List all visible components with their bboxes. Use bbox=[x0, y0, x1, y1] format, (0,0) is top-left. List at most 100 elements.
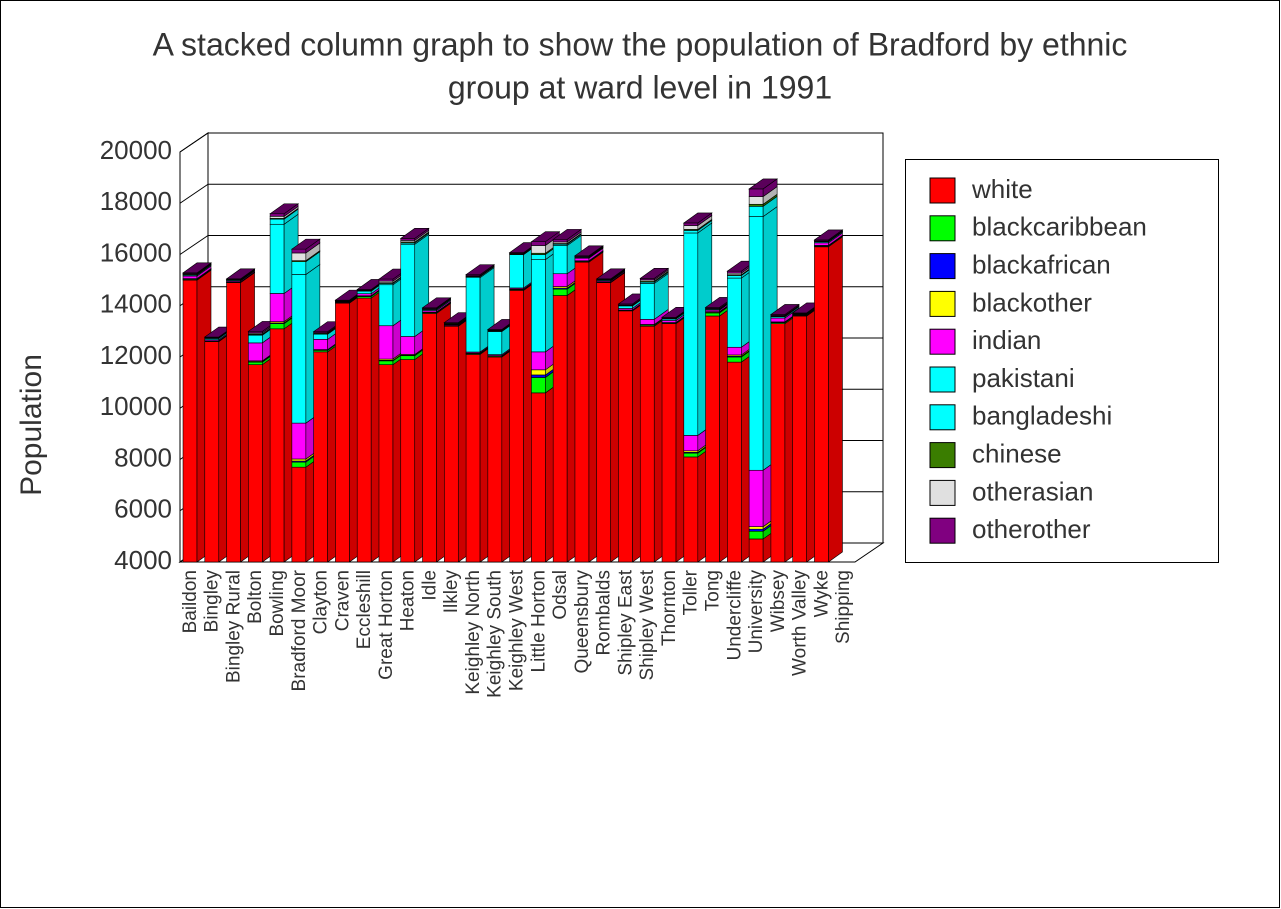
bar-segment bbox=[226, 282, 241, 563]
bar-segment bbox=[291, 248, 307, 254]
bar-segment bbox=[378, 360, 394, 365]
bar-segment bbox=[683, 452, 699, 458]
x-tick-label: Toller bbox=[681, 569, 702, 615]
bar-top bbox=[639, 268, 670, 279]
bar-top bbox=[269, 203, 300, 215]
bar-segment bbox=[748, 526, 764, 530]
bar-segment bbox=[639, 319, 655, 325]
y-tick-label: 12000 bbox=[100, 340, 172, 370]
x-tick-label: Wibsey bbox=[768, 570, 789, 633]
bar-segment bbox=[400, 355, 416, 360]
legend-swatch bbox=[929, 215, 956, 242]
y-tick-label: 8000 bbox=[114, 442, 172, 472]
bar-segment bbox=[639, 325, 655, 563]
x-tick-label: Wyke bbox=[811, 570, 832, 617]
bar-segment bbox=[596, 282, 612, 563]
legend-swatch bbox=[929, 253, 956, 280]
bar-segment bbox=[727, 277, 742, 348]
x-tick-label: Baildon bbox=[180, 570, 201, 633]
bar-segment bbox=[727, 361, 742, 563]
bar-top bbox=[573, 245, 604, 257]
x-tick-label: Bowling bbox=[267, 570, 288, 637]
x-tick-label: Rombalds bbox=[594, 570, 615, 656]
bar-segment bbox=[291, 422, 307, 460]
legend-label: pakistani bbox=[972, 363, 1075, 393]
legend-swatch bbox=[929, 328, 956, 355]
bar-segment bbox=[748, 216, 764, 471]
x-tick-label: Keighley South bbox=[485, 570, 506, 698]
bar-segment bbox=[465, 354, 481, 563]
x-tick-label: Heaton bbox=[398, 570, 419, 631]
bar-segment bbox=[661, 320, 677, 323]
y-tick-label: 6000 bbox=[114, 494, 172, 524]
bar-segment bbox=[748, 206, 764, 217]
bar-segment bbox=[291, 458, 307, 462]
x-tick-label: University bbox=[746, 570, 767, 654]
x-tick-label: Shipley West bbox=[637, 569, 658, 680]
bar-segment bbox=[683, 222, 699, 226]
chart-title: group at ward level in 1991 bbox=[448, 69, 832, 105]
bar-segment bbox=[705, 312, 720, 317]
legend-swatch bbox=[929, 517, 956, 544]
x-tick-label: Great Horton bbox=[376, 570, 397, 680]
bar-segment bbox=[291, 252, 307, 261]
bar-top bbox=[813, 229, 844, 241]
legend-label: blackafrican bbox=[972, 249, 1111, 279]
bar-segment bbox=[531, 369, 546, 376]
bar-segment bbox=[269, 293, 285, 322]
bar-segment bbox=[814, 246, 829, 563]
legend bbox=[905, 159, 1219, 563]
bar-segment bbox=[422, 313, 437, 563]
bar-segment bbox=[378, 278, 394, 282]
bar-segment bbox=[269, 323, 285, 330]
bar-top bbox=[421, 297, 452, 309]
bar-segment bbox=[356, 290, 372, 295]
bar-segment bbox=[204, 341, 220, 563]
bar-segment bbox=[792, 315, 807, 563]
bar-segment bbox=[291, 261, 307, 275]
legend-label: blackother bbox=[972, 287, 1092, 317]
bar-segment bbox=[661, 323, 677, 563]
bar-side bbox=[828, 236, 843, 563]
x-tick-label: Eccleshill bbox=[354, 570, 375, 649]
bar-segment bbox=[335, 302, 350, 563]
bar-segment bbox=[313, 351, 328, 563]
bar-segment bbox=[574, 261, 590, 563]
legend-label: white bbox=[971, 174, 1033, 204]
bar-segment bbox=[727, 275, 742, 279]
bar-segment bbox=[618, 310, 633, 563]
x-tick-label: Keighley North bbox=[463, 570, 484, 695]
grid-line bbox=[179, 183, 209, 204]
bar-top bbox=[182, 262, 212, 274]
bar-segment bbox=[705, 315, 720, 563]
legend-swatch bbox=[929, 404, 956, 431]
bar-segment bbox=[531, 259, 546, 353]
x-tick-label: Idle bbox=[419, 570, 440, 601]
bar-top bbox=[290, 238, 321, 250]
x-tick-label: Bradford Moor bbox=[289, 569, 310, 691]
y-tick-label: 16000 bbox=[100, 237, 172, 267]
bar-segment bbox=[574, 257, 590, 262]
x-tick-label: Shipley East bbox=[615, 569, 636, 675]
grid-line bbox=[179, 235, 209, 255]
legend-swatch bbox=[929, 290, 956, 317]
y-tick-label: 14000 bbox=[100, 289, 172, 319]
bar-top bbox=[595, 268, 626, 280]
bar-segment bbox=[531, 374, 546, 378]
bar-segment bbox=[552, 288, 568, 296]
bar-segment bbox=[748, 196, 764, 205]
bar-segment bbox=[770, 317, 786, 323]
bar-segment bbox=[291, 466, 307, 563]
bar-segment bbox=[531, 241, 546, 246]
bar-segment bbox=[291, 461, 307, 468]
bar-top bbox=[465, 264, 496, 275]
bar-segment bbox=[487, 356, 503, 563]
bar-segment bbox=[269, 213, 285, 217]
legend-label: indian bbox=[972, 325, 1041, 355]
bar-segment bbox=[531, 392, 546, 563]
legend-swatch bbox=[929, 442, 956, 469]
bar-top bbox=[552, 229, 583, 240]
bar-segment bbox=[269, 218, 285, 225]
bar-segment bbox=[269, 216, 285, 219]
bar-segment bbox=[400, 359, 416, 563]
